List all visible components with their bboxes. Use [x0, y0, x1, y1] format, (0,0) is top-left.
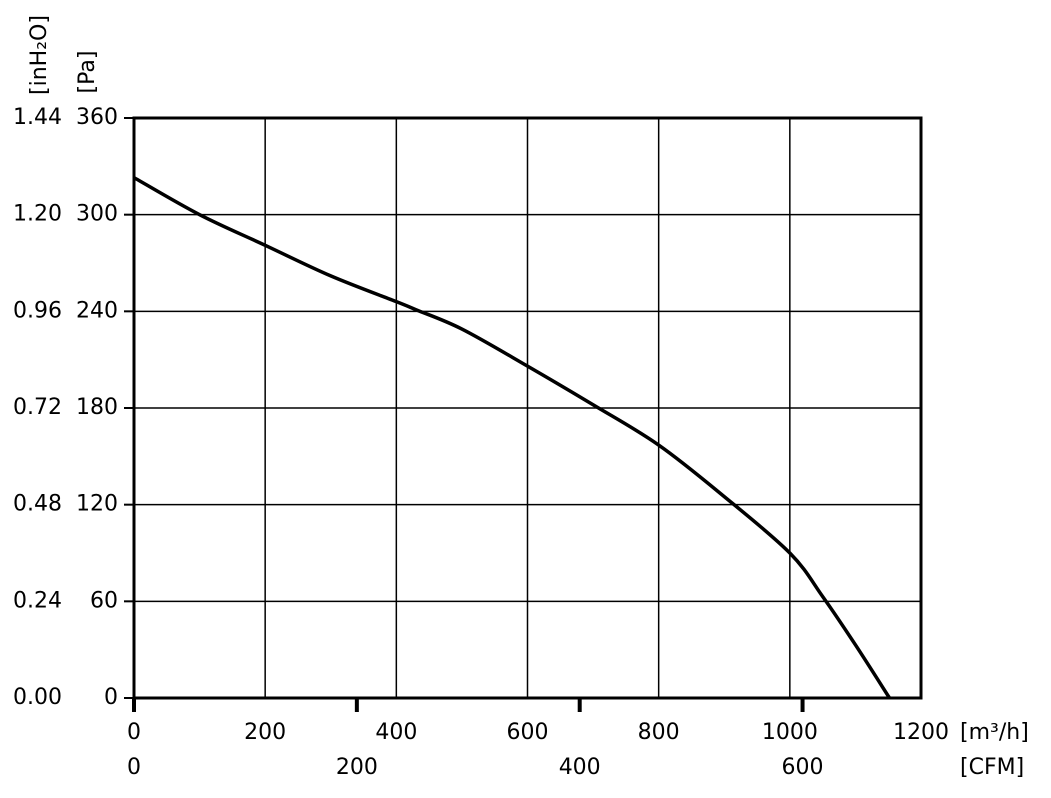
y-tick-label: 0 [104, 685, 118, 710]
plot-frame [132, 116, 923, 700]
y-tick-label: 240 [76, 298, 118, 323]
x-tick-label: 1000 [762, 720, 818, 745]
y2-tick-label: 1.44 [13, 105, 62, 130]
x-tick-label: 800 [638, 720, 680, 745]
x-tick-label: 200 [244, 720, 286, 745]
y-tick-label: 180 [76, 395, 118, 420]
y-tick-label: 360 [76, 105, 118, 130]
y2-axis-label: [inH₂O] [27, 15, 52, 95]
y2-tick-label: 0.48 [13, 492, 62, 517]
x2-tick-label: 600 [782, 755, 824, 780]
x2-tick-label: 200 [336, 755, 378, 780]
x2-axis-label: [CFM] [960, 755, 1024, 780]
x-tick-label: 600 [507, 720, 549, 745]
y2-tick-label: 0.24 [13, 588, 62, 613]
y-tick-label: 120 [76, 492, 118, 517]
x-tick-label: 1200 [893, 720, 949, 745]
y-tick-label: 60 [90, 588, 118, 613]
y-tick-label: 300 [76, 202, 118, 227]
x2-tick-label: 400 [559, 755, 601, 780]
y-axis-label: [Pa] [75, 51, 100, 94]
x-tick-label: 400 [375, 720, 417, 745]
y2-tick-label: 0.00 [13, 685, 62, 710]
y2-tick-label: 0.96 [13, 298, 62, 323]
y2-tick-label: 1.20 [13, 202, 62, 227]
curve [133, 176, 891, 699]
x2-tick-label: 0 [127, 755, 141, 780]
y2-tick-label: 0.72 [13, 395, 62, 420]
x-tick-label: 0 [127, 720, 141, 745]
x-axis-label: [m³/h] [960, 720, 1029, 745]
